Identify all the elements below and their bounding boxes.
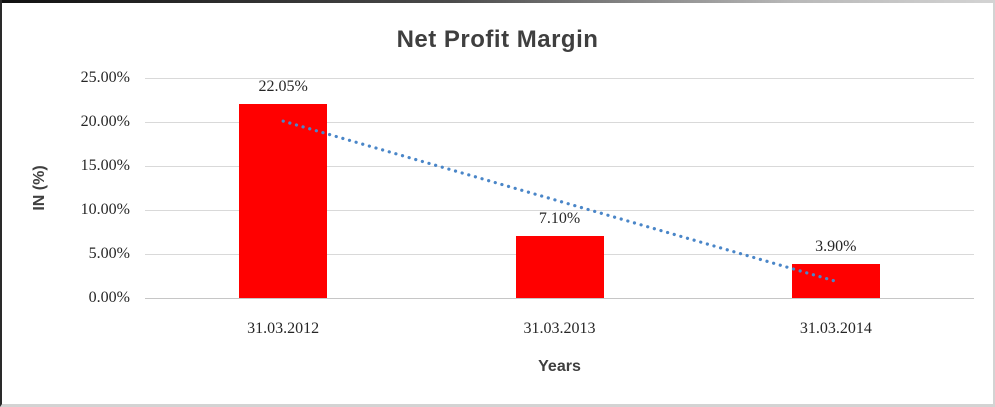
x-tick-label: 31.03.2014 <box>799 320 872 337</box>
y-tick-label: 25.00% <box>80 69 130 86</box>
x-tick-label: 31.03.2012 <box>247 320 320 337</box>
data-label: 3.90% <box>815 237 857 255</box>
x-tick-label: 31.03.2013 <box>523 320 596 337</box>
x-axis-line <box>145 297 974 299</box>
data-label: 22.05% <box>258 77 308 95</box>
x-axis-title: Years <box>538 358 581 375</box>
chart-title: Net Profit Margin <box>396 26 599 53</box>
y-tick-label: 15.00% <box>80 157 130 174</box>
gridline <box>145 77 974 79</box>
y-tick-label: 5.00% <box>88 245 130 262</box>
frame-top-border <box>2 0 993 3</box>
data-label: 7.10% <box>538 209 581 227</box>
y-tick-label: 10.00% <box>80 201 130 218</box>
bar <box>239 103 328 298</box>
y-tick-label: 20.00% <box>80 113 130 130</box>
y-tick-label: 0.00% <box>88 289 130 306</box>
bar <box>515 235 604 298</box>
bar <box>791 263 880 298</box>
